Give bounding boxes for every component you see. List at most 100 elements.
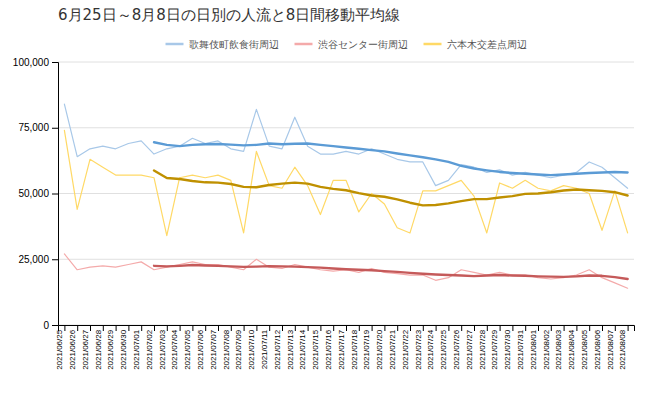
x-tick: 2021/07/14 (298, 325, 308, 370)
x-tick: 2021/07/12 (273, 325, 283, 370)
grid-line (58, 259, 634, 260)
x-tick-mark (103, 325, 104, 331)
x-tick-label: 2021/08/03 (554, 329, 563, 370)
x-tick-mark (461, 325, 462, 331)
x-tick: 2021/07/06 (196, 325, 206, 370)
x-tick: 2021/07/04 (170, 325, 180, 370)
x-tick-mark (372, 325, 373, 331)
x-tick: 2021/06/28 (94, 325, 104, 370)
legend-label: 渋谷センター街周辺 (318, 39, 408, 50)
x-tick-label: 2021/07/03 (158, 329, 167, 370)
legend: 歌舞伎町飲食街周辺 渋谷センター街周辺 六本木交差点周辺 (166, 39, 527, 50)
x-tick-label: 2021/08/08 (618, 329, 627, 370)
average-line (154, 170, 628, 205)
x-tick-label: 2021/06/27 (81, 329, 90, 370)
x-tick-mark (397, 325, 398, 331)
x-tick-mark (576, 325, 577, 331)
x-tick: 2021/07/22 (401, 325, 411, 370)
x-tick: 2021/07/09 (234, 325, 244, 370)
plot: 025,00050,00075,000100,0002021/06/252021… (13, 57, 635, 370)
y-tick-label: 75,000 (18, 122, 49, 133)
x-tick: 2021/06/29 (106, 325, 116, 370)
x-tick-mark (500, 325, 501, 331)
x-tick-mark (244, 325, 245, 331)
x-tick-label: 2021/08/06 (593, 329, 602, 370)
x-tick-mark (167, 325, 168, 331)
x-tick: 2021/07/07 (209, 325, 219, 370)
x-tick-mark (231, 325, 232, 331)
x-tick: 2021/07/16 (324, 325, 334, 370)
x-tick-mark (512, 325, 513, 331)
y-tick-label: 0 (43, 320, 49, 331)
x-tick-mark (448, 325, 449, 331)
legend-item: 渋谷センター街周辺 (295, 39, 408, 50)
x-tick: 2021/07/03 (158, 325, 168, 370)
y-tick-label: 100,000 (13, 57, 50, 68)
x-tick: 2021/06/26 (68, 325, 78, 370)
x-tick-mark (90, 325, 91, 331)
x-tick-mark (564, 325, 565, 331)
x-tick-label: 2021/06/28 (94, 329, 103, 370)
grid (58, 62, 634, 325)
x-tick: 2021/07/28 (478, 325, 488, 370)
x-tick: 2021/07/18 (350, 325, 360, 370)
x-tick-mark (256, 325, 257, 331)
legend-label: 六本木交差点周辺 (447, 39, 527, 50)
x-tick: 2021/07/23 (414, 325, 424, 370)
x-tick-label: 2021/06/26 (68, 329, 77, 370)
x-tick-mark (141, 325, 142, 331)
x-tick-label: 2021/08/01 (529, 329, 538, 370)
x-tick: 2021/08/04 (567, 325, 577, 370)
x-tick-mark (295, 325, 296, 331)
x-tick-mark (525, 325, 526, 331)
x-tick-label: 2021/07/28 (478, 329, 487, 370)
x-tick-mark (423, 325, 424, 331)
daily-line (64, 130, 627, 235)
y-axis: 0 25,000 50,000 75,000 100,000 (13, 57, 59, 331)
x-tick-mark (116, 325, 117, 331)
x-tick-mark (628, 325, 629, 331)
x-tick-mark (320, 325, 321, 331)
x-tick: 2021/08/07 (606, 325, 616, 370)
x-tick: 2021/07/10 (247, 325, 257, 370)
legend-swatch (166, 43, 184, 46)
x-tick-label: 2021/08/04 (567, 329, 576, 370)
x-tick-mark (308, 325, 309, 331)
x-tick-label: 2021/07/26 (452, 329, 461, 370)
x-tick-label: 2021/07/30 (503, 329, 512, 370)
x-tick-label: 2021/08/05 (580, 329, 589, 370)
x-tick: 2021/07/30 (503, 325, 513, 370)
grid-line (58, 62, 634, 63)
x-tick-label: 2021/07/14 (298, 329, 307, 370)
chart: 025,00050,00075,000100,0002021/06/252021… (0, 0, 650, 401)
daily-line (64, 254, 627, 288)
x-tick-label: 2021/07/17 (337, 329, 346, 370)
x-tick-mark (282, 325, 283, 331)
x-tick-label: 2021/07/12 (273, 329, 282, 370)
x-tick: 2021/08/08 (618, 325, 628, 370)
x-tick-mark (128, 325, 129, 331)
legend-label: 歌舞伎町飲食街周辺 (189, 39, 279, 50)
y-axis-line (52, 63, 59, 326)
x-tick-label: 2021/07/27 (465, 329, 474, 370)
x-tick-label: 2021/07/08 (222, 329, 231, 370)
x-tick: 2021/07/25 (439, 325, 449, 370)
y-tick-label: 25,000 (18, 254, 49, 265)
x-tick-label: 2021/07/06 (196, 329, 205, 370)
x-tick-mark (436, 325, 437, 331)
legend-item: 歌舞伎町飲食街周辺 (166, 39, 279, 50)
x-tick-mark (64, 325, 65, 331)
x-tick: 2021/07/27 (465, 325, 475, 370)
y-tick: 25,000 (18, 254, 58, 265)
x-tick-mark (589, 325, 590, 331)
x-tick: 2021/06/27 (81, 325, 91, 370)
x-tick-mark (346, 325, 347, 331)
legend-swatch (424, 43, 442, 46)
x-tick: 2021/07/01 (132, 325, 142, 370)
x-tick-label: 2021/07/24 (426, 329, 435, 370)
x-tick-mark (615, 325, 616, 331)
y-tick: 50,000 (18, 188, 58, 199)
x-tick-label: 2021/07/31 (516, 329, 525, 370)
x-tick: 2021/07/08 (222, 325, 232, 370)
x-tick-mark (551, 325, 552, 331)
